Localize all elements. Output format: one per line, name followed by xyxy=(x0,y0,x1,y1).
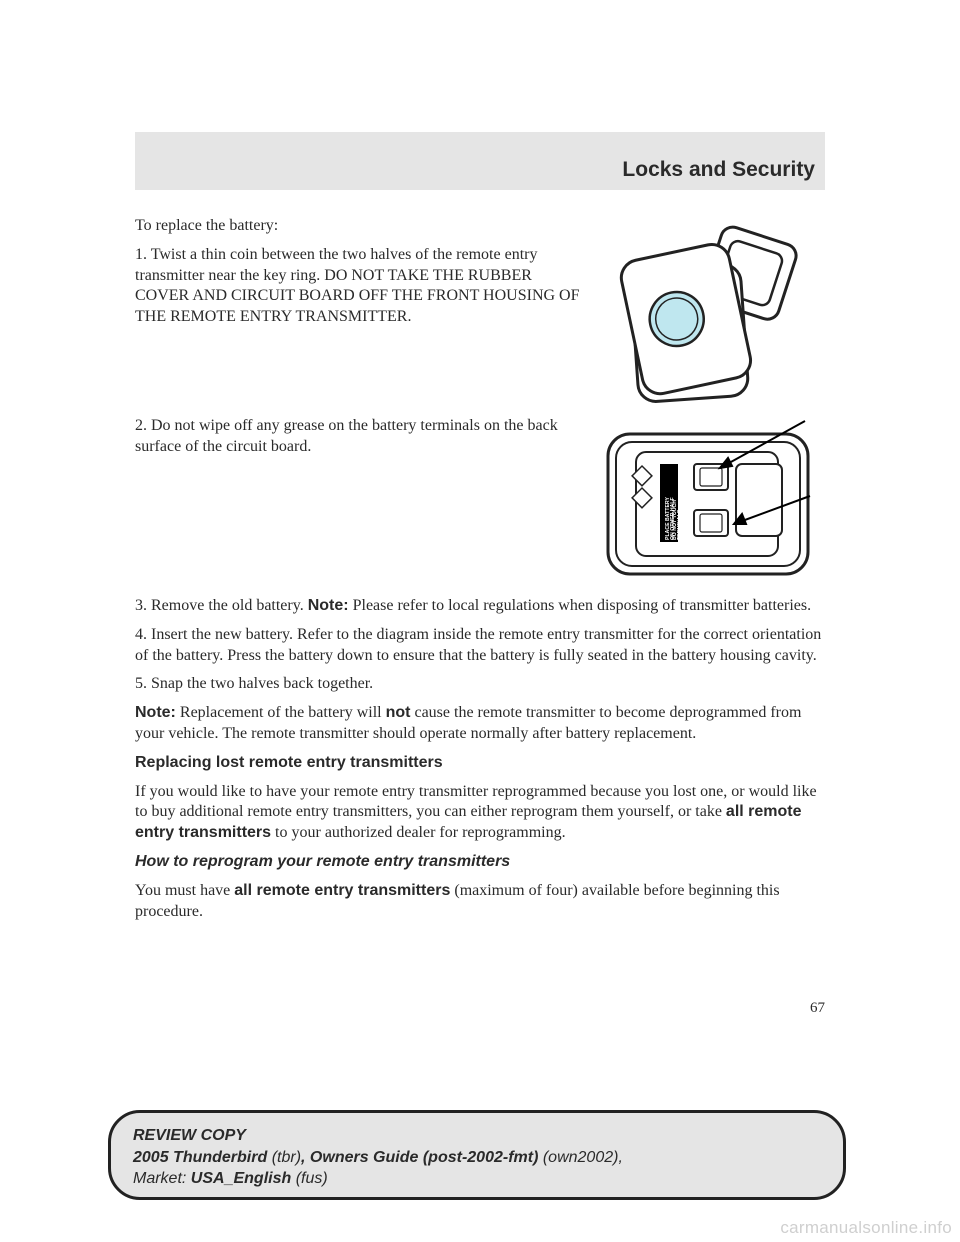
review-l2d: Owners Guide (post-2002-fmt) xyxy=(310,1149,538,1166)
reprogram-a: You must have xyxy=(135,882,234,899)
heading-replace: Replacing lost remote entry transmitters xyxy=(135,753,825,774)
review-l2b: (tbr) xyxy=(267,1149,301,1166)
step4-para: 4. Insert the new battery. Refer to the … xyxy=(135,625,825,667)
review-line1: REVIEW COPY xyxy=(133,1127,246,1144)
review-l2a: 2005 Thunderbird xyxy=(133,1149,267,1166)
step5-para: 5. Snap the two halves back together. xyxy=(135,674,825,695)
circuitboard-diagram: PLACE BATTERY ON OTHER HALF DO NOT TOUCH… xyxy=(600,416,825,586)
review-l3a: Market: xyxy=(133,1170,191,1187)
note2-label: Note: xyxy=(135,704,176,721)
step2-row: 2. Do not wipe off any grease on the bat… xyxy=(135,416,825,586)
review-l2c: , xyxy=(301,1149,310,1166)
section-header-bar: Locks and Security xyxy=(135,132,825,190)
step3-note-label: Note: xyxy=(308,597,349,614)
page-number: 67 xyxy=(810,1000,825,1017)
replace-a: If you would like to have your remote en… xyxy=(135,783,817,821)
heading-reprogram: How to reprogram your remote entry trans… xyxy=(135,852,825,873)
review-copy-box: REVIEW COPY 2005 Thunderbird (tbr), Owne… xyxy=(108,1110,846,1200)
step3-post: Please refer to local regulations when d… xyxy=(349,597,812,614)
step3-pre: 3. Remove the old battery. xyxy=(135,597,308,614)
note2-b: not xyxy=(386,704,411,721)
note2-para: Note: Replacement of the battery will no… xyxy=(135,703,825,745)
review-l3b: USA_English xyxy=(191,1170,291,1187)
review-l2e: (own2002), xyxy=(538,1149,623,1166)
step1-para: 1. Twist a thin coin between the two hal… xyxy=(135,245,582,328)
review-l3c: (fus) xyxy=(291,1170,327,1187)
step1-row: To replace the battery: 1. Twist a thin … xyxy=(135,216,825,406)
section-title: Locks and Security xyxy=(622,158,815,182)
step1-text: To replace the battery: 1. Twist a thin … xyxy=(135,216,582,406)
replace-para: If you would like to have your remote en… xyxy=(135,782,825,844)
intro-text: To replace the battery: xyxy=(135,216,582,237)
step2-text: 2. Do not wipe off any grease on the bat… xyxy=(135,416,582,586)
note2-a: Replacement of the battery will xyxy=(176,704,386,721)
keyfob-diagram xyxy=(600,216,825,406)
circuitboard-svg: PLACE BATTERY ON OTHER HALF DO NOT TOUCH… xyxy=(600,416,825,586)
keyfob-svg xyxy=(600,216,825,406)
step3-para: 3. Remove the old battery. Note: Please … xyxy=(135,596,825,617)
reprogram-para: You must have all remote entry transmitt… xyxy=(135,881,825,923)
watermark: carmanualsonline.info xyxy=(780,1218,952,1238)
replace-c: to your authorized dealer for reprogramm… xyxy=(271,824,566,841)
page-content: To replace the battery: 1. Twist a thin … xyxy=(135,216,825,930)
reprogram-b: all remote entry transmitters xyxy=(234,882,450,899)
diagram-label-l4: TERMINALS xyxy=(677,509,683,540)
step2-para: 2. Do not wipe off any grease on the bat… xyxy=(135,416,582,458)
